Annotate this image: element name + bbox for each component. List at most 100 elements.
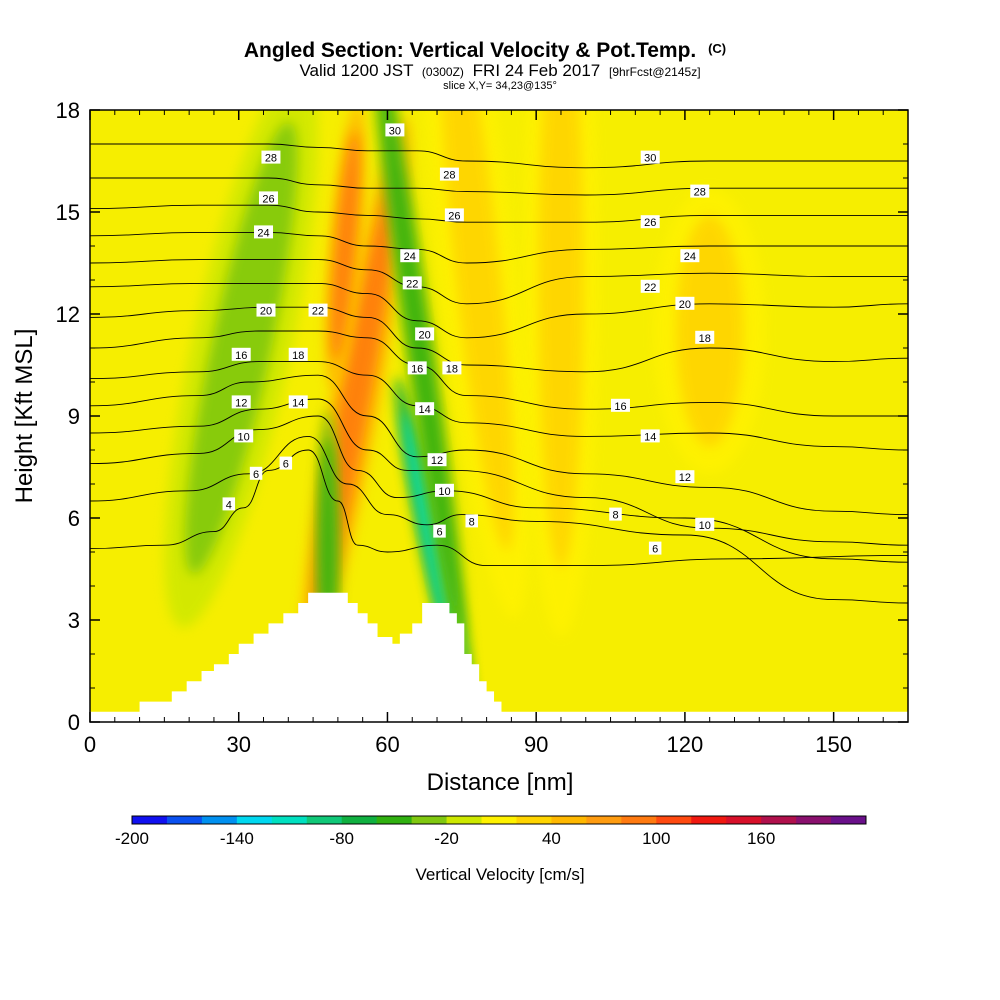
contour-label: 18 [288, 347, 308, 362]
contour-label-text: 16 [411, 363, 423, 375]
contour-label: 16 [610, 398, 630, 413]
y-tick-label: 9 [68, 404, 80, 429]
contour-label-box [695, 330, 715, 344]
contour-label: 22 [402, 276, 422, 290]
updraft-center [331, 130, 360, 362]
colorbar-swatch [201, 816, 238, 824]
contour-label: 24 [400, 249, 420, 263]
contour-label-box [442, 361, 462, 375]
contour-label-text: 28 [443, 170, 455, 182]
contour-label: 16 [231, 347, 251, 362]
contour-label: 14 [640, 429, 660, 443]
contour-label-box [231, 347, 251, 361]
contour-label-box [279, 456, 293, 470]
contour-label-box [444, 208, 464, 222]
contour-label-text: 18 [699, 333, 711, 345]
contour-label-box [439, 167, 459, 181]
contour-label-text: 26 [448, 210, 460, 222]
axes: 0 30 60 90 120 150 0 3 6 9 12 15 18 [56, 98, 909, 757]
colorbar-swatch [306, 816, 343, 824]
contour-label-box [256, 303, 276, 317]
contour-label-text: 30 [389, 125, 401, 137]
contour-labels: 4 6 6 10 12 14 16 18 20 22 24 26 28 30 28 26 24 22 20 16 18 1… [222, 123, 715, 556]
colorbar-swatch [446, 816, 483, 824]
contour-label-box [258, 191, 278, 205]
contour-label-box [400, 249, 420, 263]
y-axis-title: Height [Kft MSL] [11, 329, 38, 504]
contour-label-box [249, 466, 263, 480]
isentrope-14 [90, 361, 908, 451]
contour-label: 6 [249, 466, 263, 481]
chart-title-unit: (C) [708, 41, 726, 56]
contour-label: 10 [695, 517, 715, 532]
y-tick-label: 15 [56, 200, 80, 225]
chart-title-main: Angled Section: Vertical Velocity & Pot.… [244, 39, 696, 62]
contour-label-text: 6 [283, 459, 289, 471]
contour-label-text: 12 [679, 472, 691, 484]
colorbar-swatch [236, 816, 273, 824]
updraft-center [538, 110, 584, 569]
colorbar-title: Vertical Velocity [cm/s] [415, 865, 584, 884]
contour-label: 30 [385, 123, 405, 137]
colorbar-swatch [271, 816, 308, 824]
colorbar-swatch [691, 816, 727, 824]
plot-area: 4 6 6 10 12 14 16 18 20 22 24 26 28 30 28 26 24 22 20 16 18 1… [89, 109, 909, 723]
colorbar-swatch [411, 816, 448, 824]
valid-prefix: Valid 1200 JST [299, 61, 413, 80]
colorbar-swatch [796, 816, 832, 824]
contour-label-text: 20 [419, 329, 431, 341]
isentrope-18 [90, 306, 908, 373]
contour-label: 18 [695, 330, 715, 345]
contour-label-text: 22 [406, 278, 418, 290]
contour-label-text: 24 [404, 251, 416, 263]
x-tick-label: 90 [524, 732, 548, 757]
contour-label-box [675, 296, 695, 310]
contour-label-text: 6 [253, 469, 259, 481]
isentrope-24 [90, 231, 908, 264]
contour-label: 10 [234, 429, 254, 443]
isentrope-26 [90, 204, 908, 223]
contour-label: 30 [640, 150, 660, 165]
contour-label-box [222, 497, 236, 511]
x-tick-label: 30 [226, 732, 250, 757]
contour-label-box [610, 398, 630, 412]
contour-label-text: 14 [292, 397, 304, 409]
contour-label-text: 12 [431, 455, 443, 467]
contour-label-box [640, 279, 660, 293]
slice-info: slice X,Y= 34,23@135° [443, 80, 557, 92]
colorbar-swatch [516, 816, 552, 824]
contour-label: 28 [439, 167, 459, 182]
contour-label-text: 10 [438, 486, 450, 498]
colorbar-swatch [726, 816, 762, 824]
contour-label-box [231, 395, 251, 409]
contour-label-box [415, 402, 435, 416]
isentrope-28 [90, 177, 908, 196]
contour-label-text: 20 [679, 299, 691, 311]
contour-label: 6 [648, 541, 662, 556]
forecast-tag: [9hrFcst@2145z] [609, 65, 701, 79]
contour-label-text: 28 [694, 187, 706, 199]
contour-label: 12 [231, 395, 251, 409]
valid-utc: (0300Z) [422, 65, 464, 79]
contour-label-text: 14 [644, 431, 656, 443]
contour-label-text: 30 [644, 153, 656, 165]
contour-label-box [434, 483, 454, 497]
isentrope-4 [90, 449, 908, 567]
isentrope-22 [90, 259, 908, 305]
contour-label-box [402, 276, 422, 290]
contour-label: 22 [308, 303, 328, 318]
updraft-core-1 [325, 110, 366, 389]
isentrope-30 [90, 143, 908, 169]
contour-label-text: 8 [612, 510, 618, 522]
colorbar-label: -200 [115, 829, 149, 848]
contour-label: 12 [427, 453, 447, 467]
contour-label: 18 [442, 361, 462, 375]
y-tick-label: 18 [56, 98, 80, 123]
contour-label-text: 10 [238, 431, 250, 443]
valid-time-line: Valid 1200 JST (0300Z) FRI 24 Feb 2017 [… [299, 61, 700, 80]
colorbar-swatch [341, 816, 378, 824]
contour-label: 24 [680, 249, 700, 263]
contour-label-text: 4 [226, 499, 232, 511]
contour-label-box [609, 507, 622, 521]
